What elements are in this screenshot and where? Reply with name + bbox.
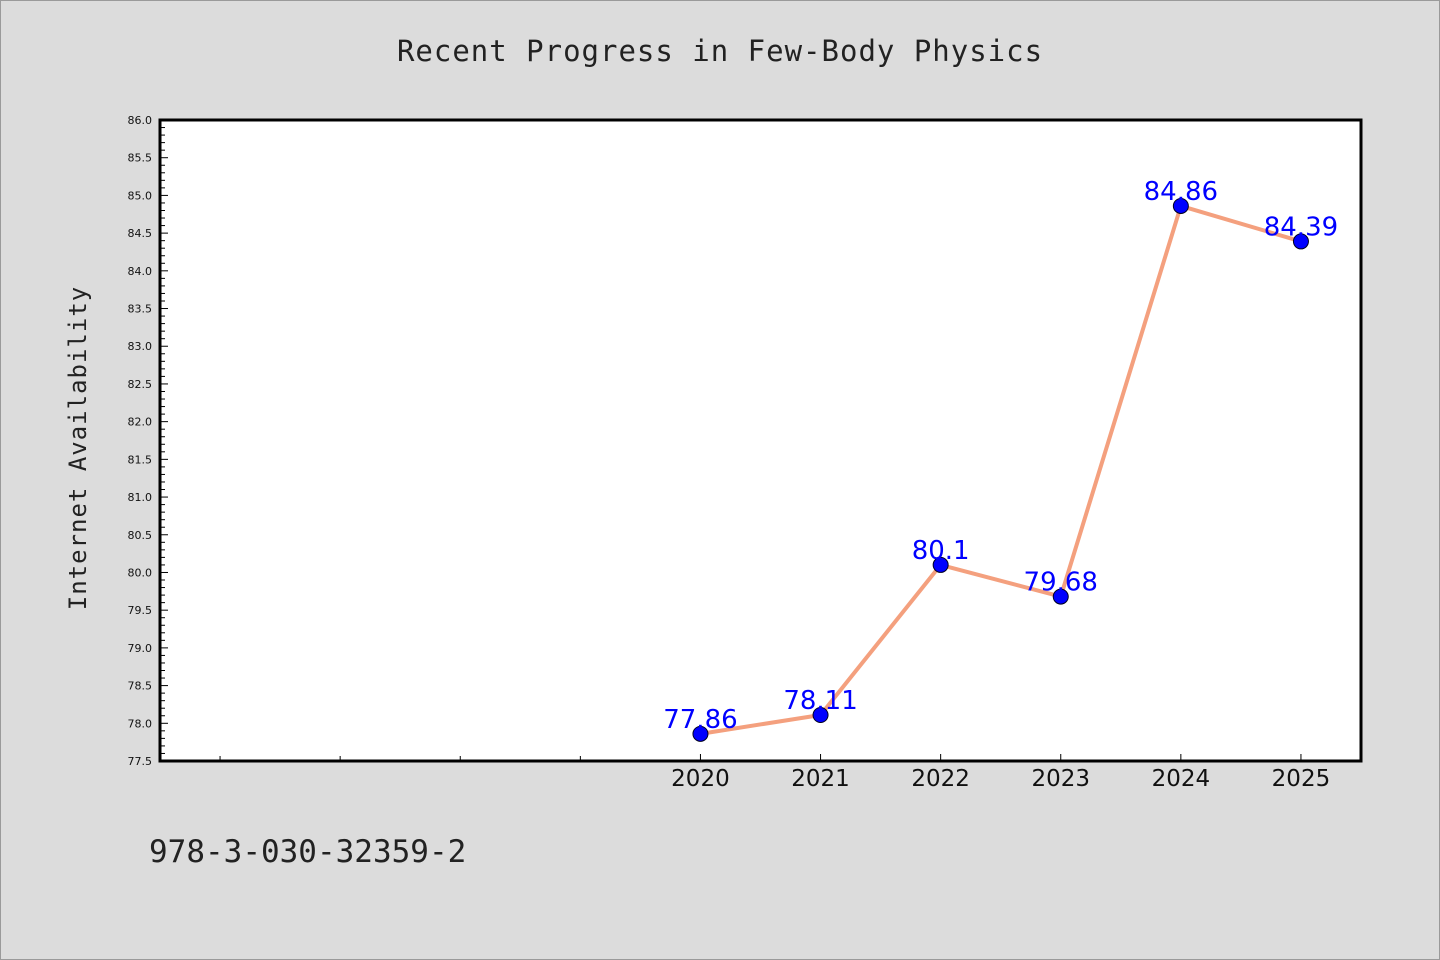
y-tick-label: 80.5 bbox=[128, 529, 153, 542]
y-tick-label: 82.0 bbox=[128, 416, 153, 429]
y-tick-label: 81.5 bbox=[128, 453, 153, 466]
y-tick-label: 84.5 bbox=[128, 227, 153, 240]
y-tick-label: 81.0 bbox=[128, 491, 153, 504]
data-label: 78.11 bbox=[783, 686, 857, 716]
series-layer: 77.86 78.11 80.1 79.68 84.86 84.39 bbox=[663, 177, 1338, 742]
plot-area bbox=[160, 120, 1361, 761]
x-tick-label: 2022 bbox=[911, 766, 970, 792]
data-label: 79.68 bbox=[1024, 568, 1098, 598]
y-tick-label: 78.0 bbox=[128, 717, 153, 730]
y-tick-label: 78.5 bbox=[128, 680, 153, 693]
data-point bbox=[1052, 588, 1069, 605]
data-point bbox=[812, 706, 829, 723]
y-tick-label: 84.0 bbox=[128, 265, 153, 278]
data-point bbox=[932, 556, 949, 573]
y-tick-label: 77.5 bbox=[128, 755, 153, 768]
y-tick-label: 83.0 bbox=[128, 340, 153, 353]
data-point bbox=[1172, 197, 1189, 214]
data-point bbox=[1292, 233, 1309, 250]
y-tick-label: 85.0 bbox=[128, 189, 153, 202]
series-line bbox=[700, 203, 1302, 736]
x-tick-label: 2024 bbox=[1152, 766, 1211, 792]
x-tick-label: 2023 bbox=[1031, 766, 1090, 792]
y-tick-label: 80.0 bbox=[128, 566, 153, 579]
y-tick-label: 86.0 bbox=[128, 114, 153, 127]
data-point bbox=[692, 725, 709, 742]
x-tick-label: 2025 bbox=[1272, 766, 1331, 792]
y-tick-label: 85.5 bbox=[128, 152, 153, 165]
footer-id-text: 978-3-030-32359-2 bbox=[149, 834, 467, 870]
y-tick-label: 82.5 bbox=[128, 378, 153, 391]
x-tick-label: 2021 bbox=[791, 766, 850, 792]
data-label: 77.86 bbox=[663, 705, 737, 735]
data-label: 84.86 bbox=[1144, 177, 1218, 207]
y-tick-label: 79.0 bbox=[128, 642, 153, 655]
x-tick-label: 2020 bbox=[671, 766, 730, 792]
data-label: 84.39 bbox=[1264, 212, 1338, 242]
chart-title: Recent Progress in Few-Body Physics bbox=[396, 34, 1044, 68]
data-label: 80.1 bbox=[912, 536, 970, 566]
y-tick-label: 79.5 bbox=[128, 604, 153, 617]
x-axis: 2020 2021 2022 2023 2024 2025 bbox=[219, 754, 1331, 792]
y-tick-label: 83.5 bbox=[128, 303, 153, 316]
plot-border bbox=[158, 118, 1363, 763]
y-axis-label: Internet Availability bbox=[64, 286, 92, 610]
